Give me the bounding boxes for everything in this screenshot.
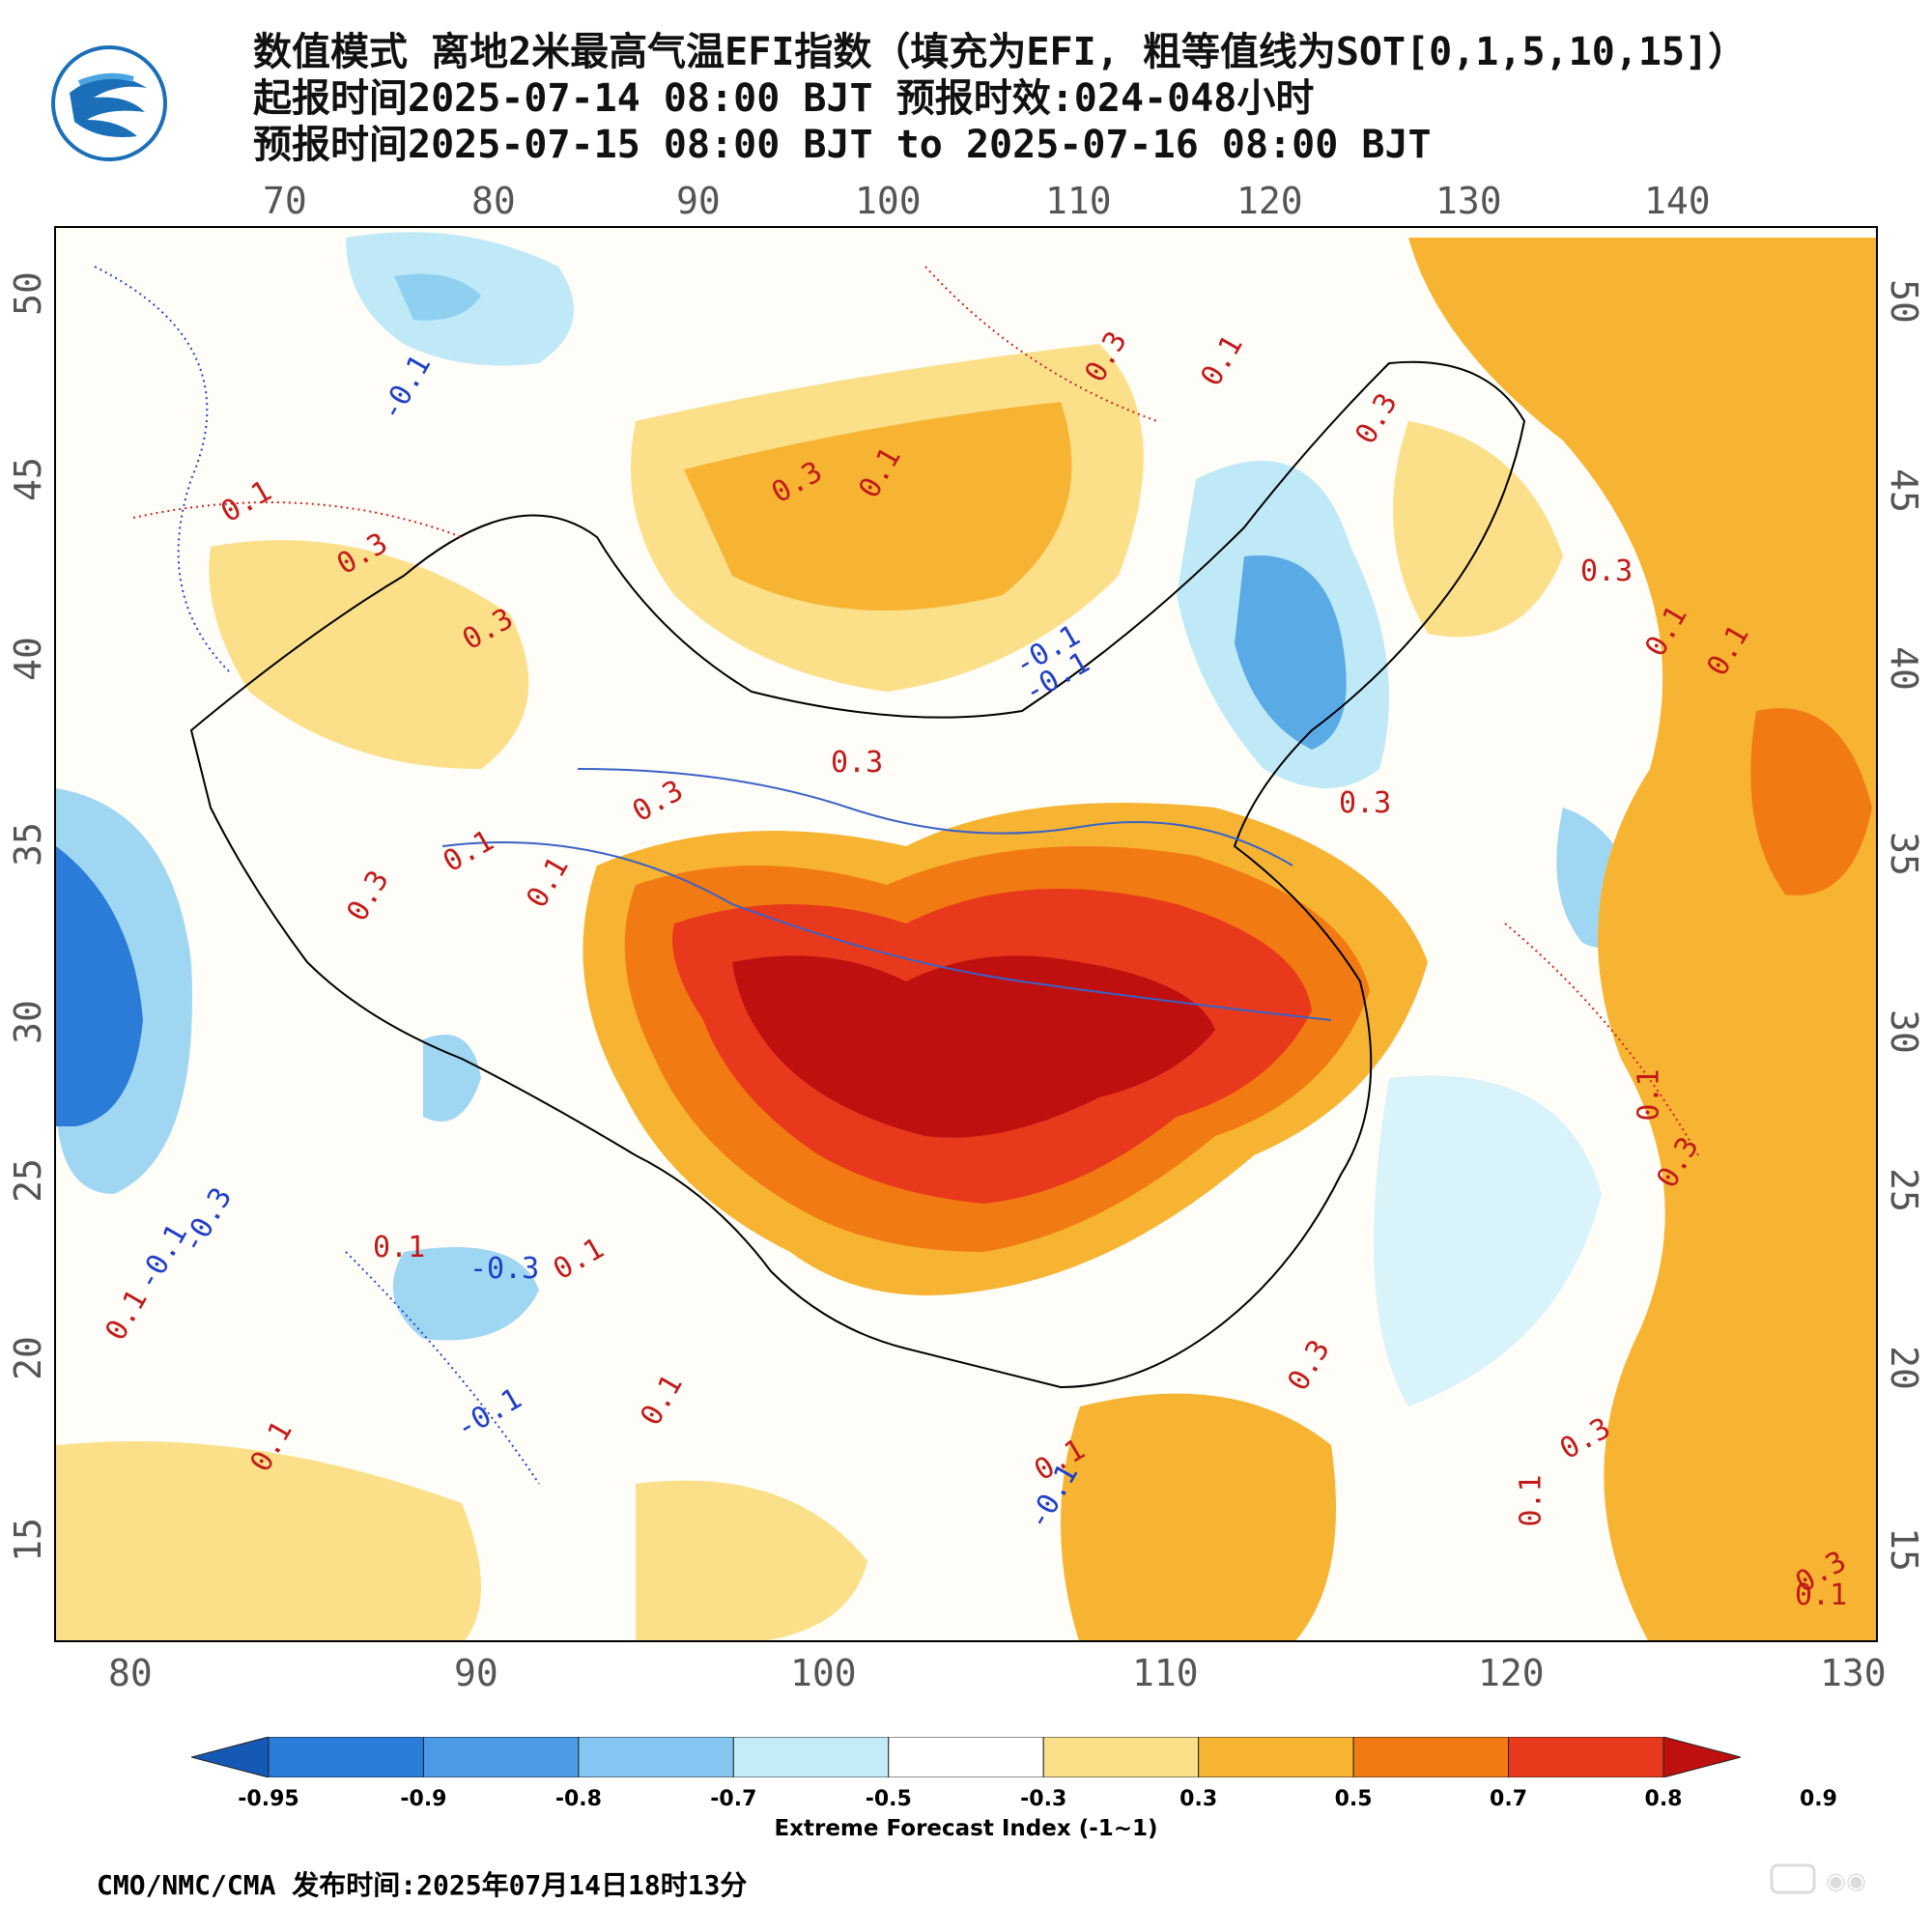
issuer-footer: CMO/NMC/CMA 发布时间:2025年07月14日18时13分: [97, 1869, 748, 1901]
colorbar-tick-label: -0.9: [400, 1787, 447, 1811]
bottom-lon-tick: 80: [108, 1652, 153, 1694]
top-lon-tick: 130: [1435, 180, 1502, 222]
efi-area-warm: [1408, 238, 1876, 1640]
top-lon-tick: 80: [471, 180, 516, 222]
efi-area-cool: [394, 273, 481, 321]
colorbar-segment: [1042, 1736, 1200, 1778]
right-lat-tick: 40: [1882, 646, 1925, 691]
title-line-1: 数值模式 离地2米最高气温EFI指数（填充为EFI, 粗等值线为SOT[0,1,…: [253, 30, 1747, 74]
colorbar-tick-label: -0.3: [1020, 1787, 1067, 1811]
bottom-lon-tick: 110: [1132, 1652, 1199, 1694]
right-lat-tick: 25: [1882, 1168, 1925, 1212]
right-lat-tick: 20: [1882, 1346, 1925, 1390]
colorbar-tick-label: -0.95: [238, 1787, 299, 1811]
colorbar-tick-label: 0.5: [1334, 1787, 1373, 1811]
colorbar-segment: [1508, 1736, 1664, 1778]
top-lon-tick: 90: [676, 180, 721, 222]
colorbar-tick-label: -0.5: [865, 1787, 912, 1811]
efi-area-warm: [209, 540, 529, 769]
bottom-lon-tick: 100: [790, 1652, 857, 1694]
right-lat-tick: 30: [1882, 1009, 1925, 1054]
colorbar-segment: [888, 1736, 1044, 1778]
left-lat-tick: 20: [6, 1336, 49, 1380]
efi-area-warm: [1750, 708, 1872, 895]
right-lat-tick: 45: [1882, 469, 1925, 513]
contour-value-label: 0.3: [1580, 554, 1634, 588]
colorbar-tick-label: 0.3: [1179, 1787, 1218, 1811]
river: [441, 841, 1332, 1021]
sot-contour: [924, 266, 1158, 422]
efi-area-warm: [684, 402, 1072, 611]
colorbar-tick-label: -0.7: [710, 1787, 757, 1811]
colorbar-tick-label: -0.8: [554, 1787, 602, 1811]
left-lat-tick: 30: [6, 1000, 49, 1044]
colorbar-segment: [1662, 1736, 1743, 1778]
colorbar-segment: [1198, 1736, 1354, 1778]
top-lon-tick: 120: [1236, 180, 1303, 222]
top-lon-tick: 110: [1045, 180, 1112, 222]
river: [577, 768, 1293, 867]
top-lon-tick: 100: [855, 180, 922, 222]
efi-area-hot: [732, 955, 1215, 1138]
efi-area-cool: [1374, 1075, 1602, 1406]
colorbar-tick-label: 0.7: [1490, 1787, 1528, 1811]
left-lat-tick: 45: [6, 457, 49, 501]
colorbar-segment: [578, 1736, 734, 1778]
colorbar-segment: [268, 1736, 424, 1778]
efi-map: -0.1 0.1 0.3 0.3 0.3 0.1 0.3 0.1 -0.1 0.3 0.3 0.1 0.…: [54, 226, 1878, 1642]
efi-area-warm: [56, 1441, 481, 1640]
country-boundary: [189, 360, 1526, 1389]
colorbar-tick-label: 0.8: [1644, 1787, 1683, 1811]
left-lat-tick: 50: [6, 271, 49, 316]
colorbar-tick-label: 0.9: [1799, 1787, 1837, 1811]
efi-area-warm: [636, 1480, 867, 1640]
cma-logo: [50, 44, 168, 162]
contour-value-label: 0.1: [1795, 1578, 1848, 1612]
left-lat-tick: 25: [6, 1158, 49, 1203]
contour-value-label: 0.1: [1632, 1068, 1666, 1122]
watermark-logo: ◉◉: [1768, 1860, 1913, 1898]
colorbar-segment: [189, 1736, 270, 1778]
svg-text:◉◉: ◉◉: [1826, 1867, 1866, 1894]
colorbar-segment: [1352, 1736, 1510, 1778]
title-line-3: 预报时间2025-07-15 08:00 BJT to 2025-07-16 0…: [253, 123, 1432, 167]
bottom-lon-tick: 90: [454, 1652, 498, 1694]
top-lon-tick: 140: [1644, 180, 1711, 222]
contour-value-label: 0.1: [373, 1231, 426, 1264]
colorbar-segment: [732, 1736, 890, 1778]
efi-area-warm: [1061, 1393, 1336, 1640]
efi-area-warm: [1393, 421, 1563, 638]
contour-value-label: 0.3: [831, 746, 884, 780]
right-lat-tick: 15: [1882, 1527, 1925, 1572]
efi-area-cool: [392, 1247, 539, 1341]
map-canvas: [56, 228, 1876, 1640]
bottom-lon-tick: 120: [1478, 1652, 1545, 1694]
chart-header: 数值模式 离地2米最高气温EFI指数（填充为EFI, 粗等值线为SOT[0,1,…: [253, 29, 1895, 168]
contour-value-label: 0.3: [1339, 786, 1392, 820]
top-lon-tick: 70: [263, 180, 307, 222]
title-line-2: 起报时间2025-07-14 08:00 BJT 预报时效:024-048小时: [253, 76, 1315, 121]
left-lat-tick: 40: [6, 637, 49, 681]
right-lat-tick: 50: [1882, 279, 1925, 324]
efi-area-cool: [56, 846, 143, 1126]
left-lat-tick: 35: [6, 822, 49, 867]
sot-contour: [345, 1251, 540, 1485]
contour-value-label: 0.1: [1514, 1474, 1548, 1527]
colorbar-segment: [422, 1736, 580, 1778]
efi-area-cool: [423, 1035, 481, 1122]
left-lat-tick: 15: [6, 1518, 49, 1562]
bottom-lon-tick: 130: [1820, 1652, 1887, 1694]
colorbar-svg: [189, 1736, 1743, 1778]
sot-contour: [132, 501, 463, 538]
contour-value-label: -0.3: [469, 1252, 540, 1286]
efi-area-cool: [1235, 555, 1347, 750]
right-lat-tick: 35: [1882, 832, 1925, 876]
colorbar-title: Extreme Forecast Index (-1~1): [774, 1816, 1158, 1841]
colorbar: [189, 1736, 1743, 1778]
